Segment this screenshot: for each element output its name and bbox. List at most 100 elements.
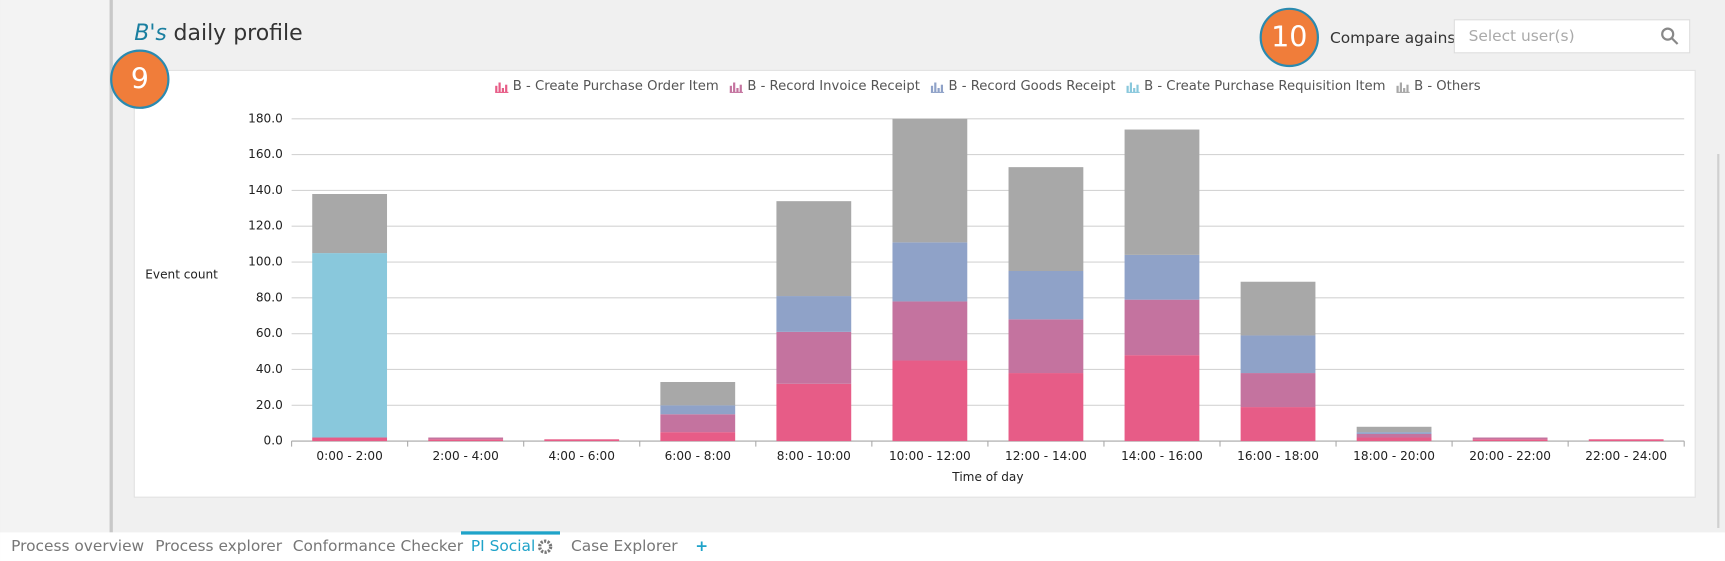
y-tick-label: 60.0 [256, 326, 283, 340]
legend-item[interactable]: B - Others [1396, 79, 1481, 94]
legend-item[interactable]: B - Create Purchase Order Item [495, 79, 719, 94]
bar-segment [660, 414, 736, 433]
legend-icon [934, 82, 937, 93]
x-tick-label: 4:00 - 6:00 [549, 449, 615, 463]
bar-segment [660, 382, 736, 406]
title: B's daily profile [134, 21, 302, 46]
x-tick-label: 22:00 - 24:00 [1585, 449, 1667, 463]
active-tab-indicator [461, 531, 560, 535]
legend-icon [937, 88, 940, 93]
y-tick-label: 120.0 [248, 219, 283, 233]
tab[interactable]: + [695, 537, 708, 555]
x-tick-label: 14:00 - 16:00 [1121, 449, 1203, 463]
legend-icon [505, 84, 508, 93]
compare-label: Compare against [1330, 29, 1461, 47]
legend-label: B - Record Invoice Receipt [747, 79, 920, 94]
bar-segment [1240, 373, 1316, 408]
bar-segment [1008, 319, 1084, 374]
search-icon[interactable] [1661, 27, 1675, 41]
legend-icon [739, 84, 742, 93]
bar-segment [428, 437, 504, 440]
x-tick-label: 8:00 - 10:00 [777, 449, 851, 463]
bar-segment [892, 360, 968, 442]
tab[interactable]: Process explorer [155, 537, 283, 555]
bar-segment [892, 301, 968, 361]
legend-icon [733, 82, 736, 93]
legend-icon [1396, 85, 1399, 93]
tab-bar [0, 532, 1725, 561]
legend-icon [498, 82, 501, 93]
legend-item[interactable]: B - Create Purchase Requisition Item [1126, 79, 1386, 94]
bar-segment [312, 253, 388, 438]
bar-segment [1356, 437, 1432, 442]
tab[interactable]: Case Explorer [571, 537, 678, 555]
x-tick-label: 0:00 - 2:00 [316, 449, 382, 463]
bar-segment [1240, 407, 1316, 442]
legend-icon [1133, 88, 1136, 93]
legend-label: B - Create Purchase Order Item [513, 79, 719, 94]
tab[interactable]: Conformance Checker [293, 537, 464, 555]
y-tick-label: 140.0 [248, 183, 283, 197]
bar-segment [428, 439, 504, 442]
x-tick-label: 12:00 - 14:00 [1005, 449, 1087, 463]
x-tick-label: 18:00 - 20:00 [1353, 449, 1435, 463]
bar-segment [1240, 335, 1316, 374]
bar-segment [1356, 433, 1432, 438]
title-user: B's [134, 21, 167, 46]
x-tick-label: 6:00 - 8:00 [665, 449, 731, 463]
bar-segment [660, 405, 736, 415]
x-tick-label: 2:00 - 4:00 [432, 449, 498, 463]
y-axis-label: Event count [145, 268, 218, 282]
tab[interactable]: PI Social [471, 537, 535, 555]
bar-segment [1240, 281, 1316, 336]
y-tick-label: 180.0 [248, 111, 283, 125]
bar-segment [1124, 355, 1200, 442]
settings-icon[interactable] [537, 539, 553, 554]
y-tick-label: 160.0 [248, 147, 283, 161]
bar-segment [1008, 373, 1084, 442]
bar-segment [1472, 437, 1548, 440]
badge [1259, 7, 1320, 68]
legend-icon [1129, 82, 1133, 93]
x-tick-label: 10:00 - 12:00 [889, 449, 971, 463]
bar-segment [776, 296, 852, 332]
bar-segment [892, 242, 968, 302]
legend-label: B - Record Goods Receipt [949, 79, 1116, 94]
legend-label: B - Create Purchase Requisition Item [1144, 79, 1385, 94]
x-tick-label: 16:00 - 18:00 [1237, 449, 1319, 463]
search-box[interactable] [1453, 19, 1691, 54]
legend: B - Create Purchase Order Item B - Record… [495, 79, 1481, 94]
legend-icon [930, 85, 934, 93]
legend-item[interactable]: B - Record Goods Receipt [930, 79, 1116, 94]
tab[interactable]: Process overview [11, 537, 144, 555]
bar-segment [1124, 129, 1200, 255]
bar-segment [1124, 254, 1200, 300]
bar-segment [1472, 439, 1548, 442]
bar-segment [1356, 432, 1432, 434]
sidebar [0, 0, 111, 533]
plot: 0.0 20.0 40.0 60.0 80.0 100.0 120.0 140.0 160.0 1… [145, 79, 1685, 484]
search-icon [1671, 37, 1679, 45]
bar-segment [1356, 426, 1432, 433]
y-tick-label: 0.0 [264, 434, 283, 448]
bar-segment [776, 383, 852, 442]
search-placeholder: Select user(s) [1469, 27, 1575, 45]
x-axis-label: Time of day [951, 470, 1023, 484]
x-tick-label: 20:00 - 22:00 [1469, 449, 1551, 463]
legend-icon [1406, 84, 1409, 93]
legend-icon [1136, 84, 1139, 93]
bar-segment [1008, 270, 1084, 320]
legend-icon [729, 85, 732, 93]
legend-icon [736, 88, 739, 93]
legend-icon [501, 88, 504, 93]
y-tick-label: 80.0 [256, 290, 283, 304]
legend-item[interactable]: B - Record Invoice Receipt [729, 79, 920, 94]
bar-segment [312, 437, 388, 442]
legend-icon [940, 84, 944, 93]
bar-segment [776, 331, 852, 384]
bar-segment [660, 432, 736, 442]
bar-segment [544, 439, 620, 442]
legend-label: B - Others [1414, 79, 1481, 94]
badge-label: 9 [131, 61, 149, 95]
